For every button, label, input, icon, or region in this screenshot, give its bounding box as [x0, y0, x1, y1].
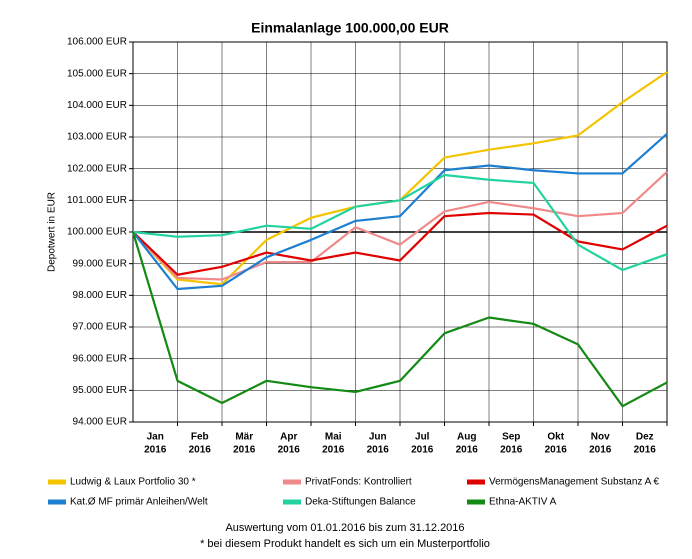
- x-tick-label: 2016: [144, 445, 167, 456]
- x-tick-label: Nov: [591, 432, 610, 443]
- y-tick-label: 95.000 EUR: [73, 385, 127, 396]
- x-tick-label: Aug: [457, 432, 476, 443]
- legend-label: VermögensManagement Substanz A €: [489, 477, 660, 488]
- legend-label: PrivatFonds: Kontrolliert: [305, 477, 412, 488]
- series-line: [132, 173, 668, 272]
- series-line: [132, 133, 668, 291]
- x-tick-label: 2016: [367, 445, 390, 456]
- x-tick-label: Apr: [280, 432, 297, 443]
- x-tick-label: 2016: [589, 445, 612, 456]
- x-tick-label: Sep: [502, 432, 520, 443]
- x-tick-label: 2016: [278, 445, 301, 456]
- y-tick-label: 97.000 EUR: [73, 322, 127, 333]
- y-tick-label: 94.000 EUR: [73, 417, 127, 428]
- footnote: Auswertung vom 01.01.2016 bis zum 31.12.…: [225, 522, 464, 534]
- legend-label: Kat.Ø MF primär Anleihen/Welt: [70, 497, 208, 508]
- y-axis-label: Depotwert in EUR: [47, 192, 58, 272]
- x-tick-label: 2016: [456, 445, 479, 456]
- y-tick-label: 104.000 EUR: [67, 100, 127, 111]
- x-tick-label: 2016: [189, 445, 212, 456]
- y-tick-label: 103.000 EUR: [67, 132, 127, 143]
- x-tick-label: Feb: [191, 432, 209, 443]
- x-tick-label: Jan: [147, 432, 164, 443]
- x-tick-label: Mär: [235, 432, 253, 443]
- y-tick-label: 98.000 EUR: [73, 290, 127, 301]
- y-tick-label: 100.000 EUR: [67, 227, 127, 238]
- x-tick-label: 2016: [500, 445, 523, 456]
- y-tick-label: 96.000 EUR: [73, 353, 127, 364]
- series-line: [132, 211, 668, 276]
- x-tick-label: Okt: [547, 432, 564, 443]
- y-tick-label: 102.000 EUR: [67, 163, 127, 174]
- chart-title: Einmalanlage 100.000,00 EUR: [251, 20, 449, 36]
- x-tick-label: Dez: [636, 432, 654, 443]
- legend-label: Deka-Stiftungen Balance: [305, 497, 416, 508]
- legend-label: Ethna-AKTIV A: [489, 497, 557, 508]
- series-line: [131, 231, 668, 408]
- legend-label: Ludwig & Laux Portfolio 30 *: [70, 477, 196, 488]
- y-tick-label: 105.000 EUR: [67, 68, 127, 79]
- x-tick-label: Mai: [325, 432, 342, 443]
- x-tick-label: 2016: [634, 445, 657, 456]
- x-tick-label: 2016: [233, 445, 256, 456]
- y-tick-label: 99.000 EUR: [73, 258, 127, 269]
- footnote: * bei diesem Produkt handelt es sich um …: [200, 538, 490, 550]
- x-tick-label: 2016: [322, 445, 345, 456]
- x-tick-label: Jul: [415, 432, 430, 443]
- x-tick-label: Jun: [369, 432, 387, 443]
- y-tick-label: 106.000 EUR: [67, 37, 127, 48]
- y-tick-label: 101.000 EUR: [67, 195, 127, 206]
- x-tick-label: 2016: [411, 445, 434, 456]
- x-tick-label: 2016: [545, 445, 568, 456]
- series-line: [132, 171, 668, 281]
